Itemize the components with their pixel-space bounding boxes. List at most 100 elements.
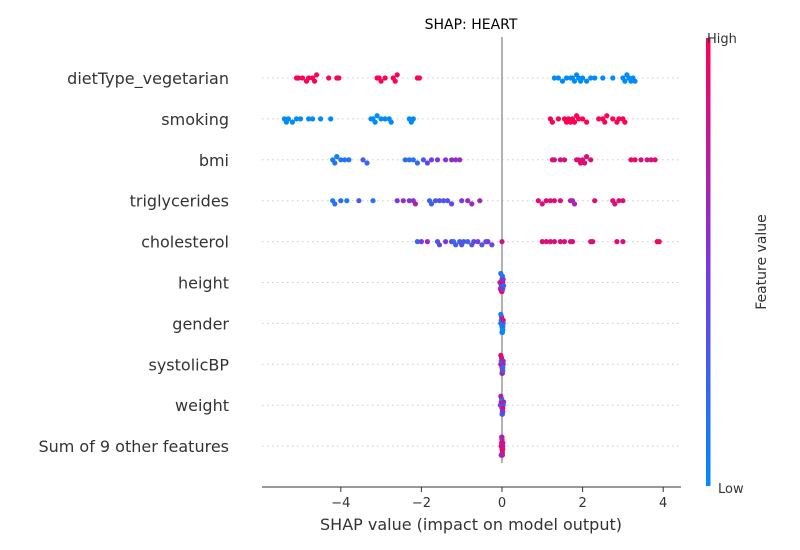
data-point: [555, 116, 562, 122]
data-point: [604, 113, 610, 119]
data-point: [297, 116, 304, 122]
data-point: [293, 116, 300, 122]
data-point: [461, 239, 467, 245]
data-point: [392, 78, 398, 84]
data-point: [580, 75, 586, 81]
data-point: [500, 368, 506, 374]
data-point: [432, 198, 439, 204]
colorbar: [706, 38, 711, 486]
data-point: [620, 239, 626, 245]
feature-label: weight: [175, 396, 229, 415]
data-point: [420, 157, 426, 163]
data-point: [656, 239, 662, 245]
data-point: [414, 239, 420, 245]
data-point: [342, 157, 348, 163]
data-point: [418, 239, 424, 245]
data-point: [632, 157, 638, 163]
data-point: [551, 157, 558, 163]
feature-label: triglycerides: [130, 192, 229, 211]
data-point: [410, 157, 416, 163]
x-axis-label: SHAP value (impact on model output): [320, 515, 622, 534]
data-point: [499, 239, 505, 245]
data-point: [306, 75, 312, 81]
data-point: [449, 157, 455, 163]
data-point: [622, 78, 628, 84]
data-point: [535, 198, 541, 204]
feature-label: smoking: [161, 110, 229, 129]
feature-label: bmi: [199, 151, 229, 170]
data-point: [584, 119, 590, 125]
data-point: [500, 317, 506, 323]
data-point: [561, 157, 568, 163]
colorbar-high-label: High: [707, 32, 737, 47]
data-point: [465, 198, 471, 204]
colorbar-low-label: Low: [718, 482, 744, 497]
data-point: [557, 239, 564, 245]
data-point: [616, 198, 622, 204]
data-point: [346, 157, 352, 163]
x-tick-label: 2: [578, 496, 586, 511]
data-point: [344, 198, 350, 204]
data-point: [372, 119, 378, 125]
colorbar-title: Feature value: [754, 214, 770, 310]
data-point: [374, 113, 380, 119]
data-point: [424, 239, 430, 245]
data-point: [549, 119, 556, 125]
data-point: [360, 157, 366, 163]
data-point: [428, 201, 435, 207]
data-point: [378, 116, 384, 122]
data-point: [588, 75, 594, 81]
data-point: [370, 198, 376, 204]
data-point: [498, 393, 504, 399]
data-point: [616, 116, 622, 122]
data-point: [569, 239, 576, 245]
data-point: [547, 198, 554, 204]
data-point: [299, 75, 306, 81]
data-point: [443, 157, 449, 163]
data-point: [382, 116, 388, 122]
data-point: [584, 154, 590, 160]
data-point: [590, 239, 596, 245]
data-point: [648, 157, 654, 163]
data-point: [453, 242, 459, 248]
data-point: [410, 116, 416, 122]
feature-label: systolicBP: [148, 355, 229, 374]
data-point: [592, 198, 598, 204]
data-point: [436, 198, 443, 204]
data-point: [500, 286, 506, 292]
data-point: [555, 75, 562, 81]
row-guide-lines: [262, 77, 681, 447]
data-point: [471, 239, 477, 245]
data-point: [406, 198, 412, 204]
data-point: [428, 157, 435, 163]
data-point: [612, 201, 618, 207]
data-point: [469, 201, 475, 207]
data-point: [500, 276, 506, 282]
data-point: [445, 198, 451, 204]
data-points: [281, 72, 662, 458]
data-point: [652, 157, 658, 163]
data-point: [453, 157, 459, 163]
data-point: [543, 239, 549, 245]
data-point: [338, 157, 344, 163]
data-point: [295, 75, 302, 81]
data-point: [328, 116, 334, 122]
data-point: [449, 201, 455, 207]
data-point: [332, 160, 338, 166]
data-point: [499, 452, 505, 458]
data-point: [310, 116, 316, 122]
data-point: [479, 242, 485, 248]
data-point: [338, 198, 344, 204]
data-point: [436, 242, 443, 248]
x-tick-label: −4: [331, 496, 350, 511]
x-axis-ticks: −4 −2 0 2 4: [331, 487, 667, 511]
data-point: [543, 198, 549, 204]
data-point: [628, 157, 634, 163]
x-tick-label: −2: [412, 496, 431, 511]
data-point: [412, 201, 418, 207]
data-point: [596, 116, 602, 122]
data-point: [571, 78, 578, 84]
data-point: [416, 75, 422, 81]
x-tick-label: 0: [498, 496, 506, 511]
